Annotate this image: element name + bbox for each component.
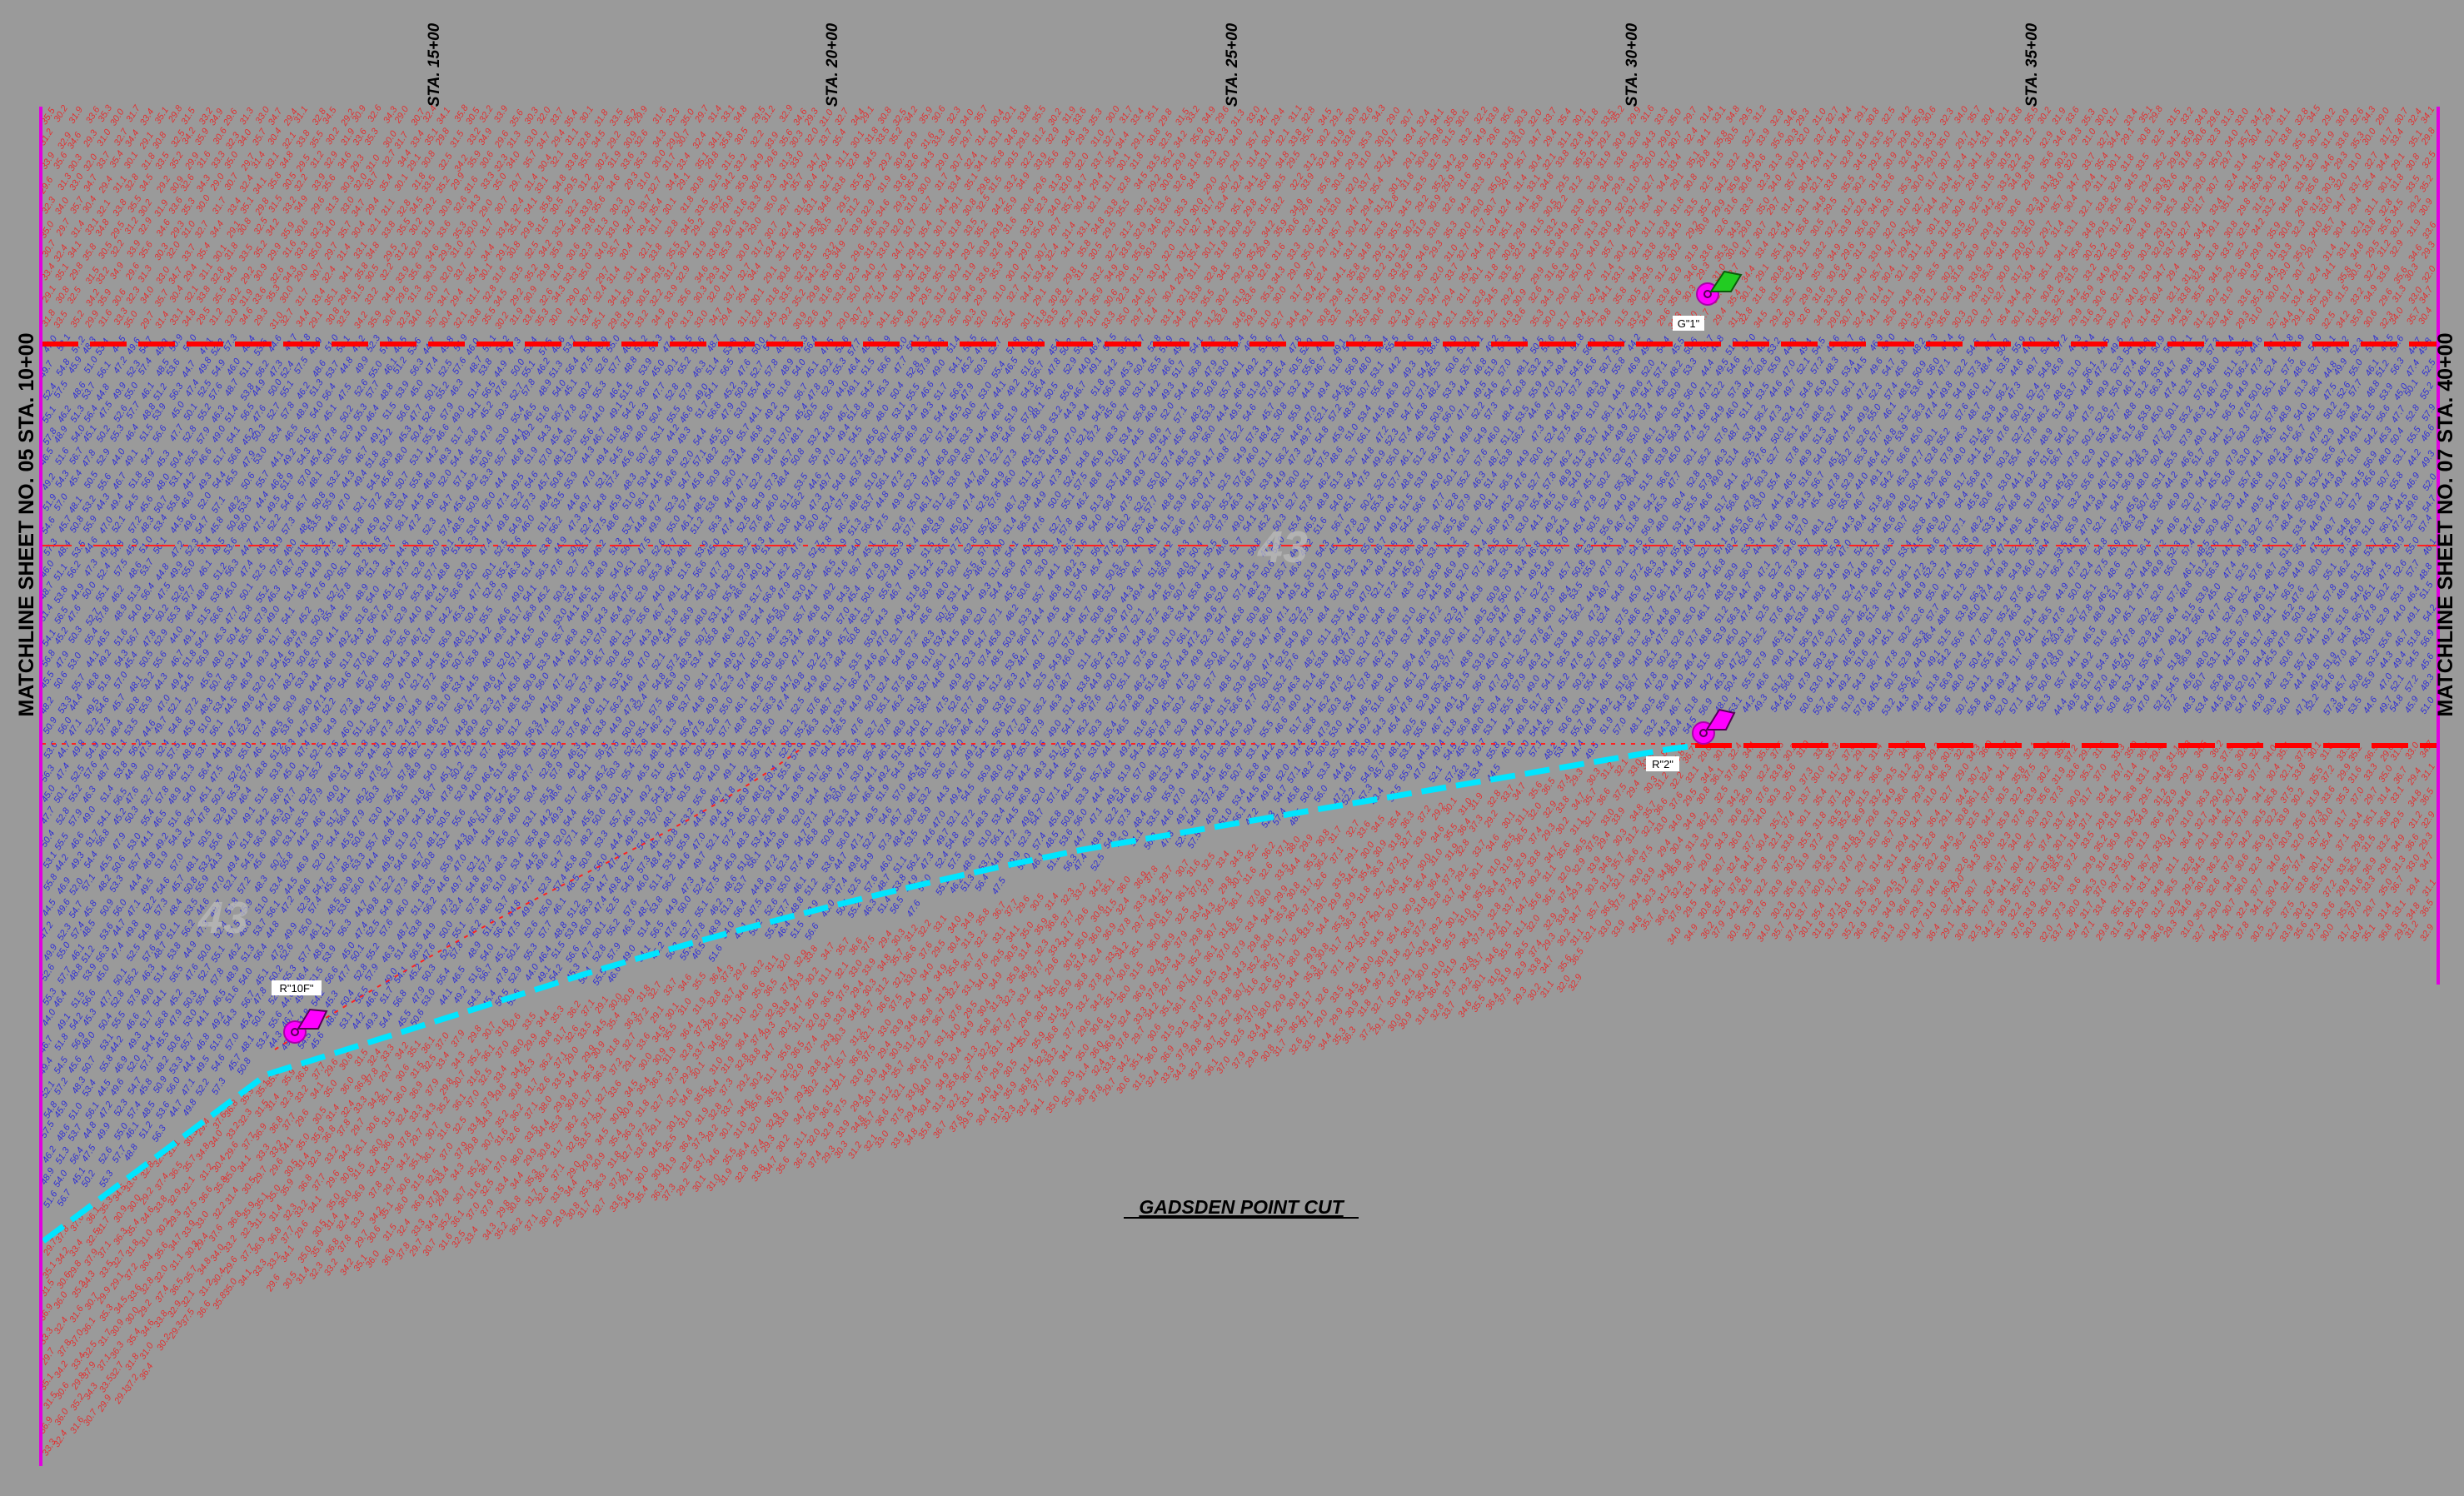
- survey-map-canvas: 35.531.233.929.632.335.030.733.429.131.8…: [15, 22, 2457, 1466]
